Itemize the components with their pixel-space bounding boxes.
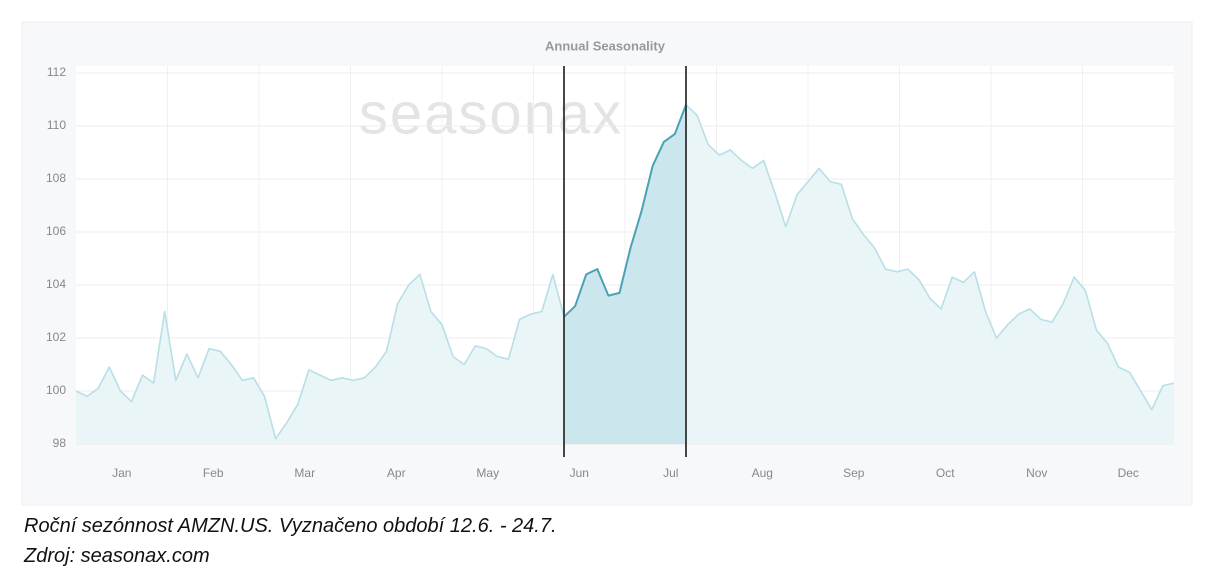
x-tick-label: Oct: [936, 466, 955, 480]
x-tick-label: Aug: [752, 466, 773, 480]
line: [563, 104, 687, 318]
chart: seasonax Annual Seasonality Jan Feb Mar Apr…: [21, 21, 1193, 506]
x-tick-label: Jul: [663, 466, 678, 480]
y-tick-label: 98: [53, 436, 67, 450]
x-tick-label: Dec: [1118, 466, 1139, 480]
x-tick-label: Jun: [570, 466, 589, 480]
x-tick-label: Nov: [1026, 466, 1047, 480]
x-tick-label: Jan: [112, 466, 131, 480]
x-tick-label: May: [476, 466, 499, 480]
x-tick-label: Apr: [387, 466, 406, 480]
y-tick-label: 112: [47, 65, 66, 79]
chart-title: Annual Seasonality: [545, 38, 666, 53]
y-tick-label: 102: [46, 330, 66, 344]
watermark: seasonax: [359, 81, 623, 146]
caption-line: Roční sezónnost AMZN.US. Vyznačeno obdob…: [24, 515, 557, 537]
y-tick-label: 100: [46, 383, 66, 397]
y-tick-label: 108: [46, 171, 66, 185]
x-tick-label: Mar: [294, 466, 315, 480]
y-tick-label: 106: [46, 224, 66, 238]
x-tick-label: Feb: [203, 466, 224, 480]
y-tick-label: 110: [47, 118, 66, 132]
y-tick-label: 104: [46, 277, 66, 291]
caption-line: Zdroj: seasonax.com: [24, 545, 210, 567]
x-tick-label: Sep: [843, 466, 865, 480]
